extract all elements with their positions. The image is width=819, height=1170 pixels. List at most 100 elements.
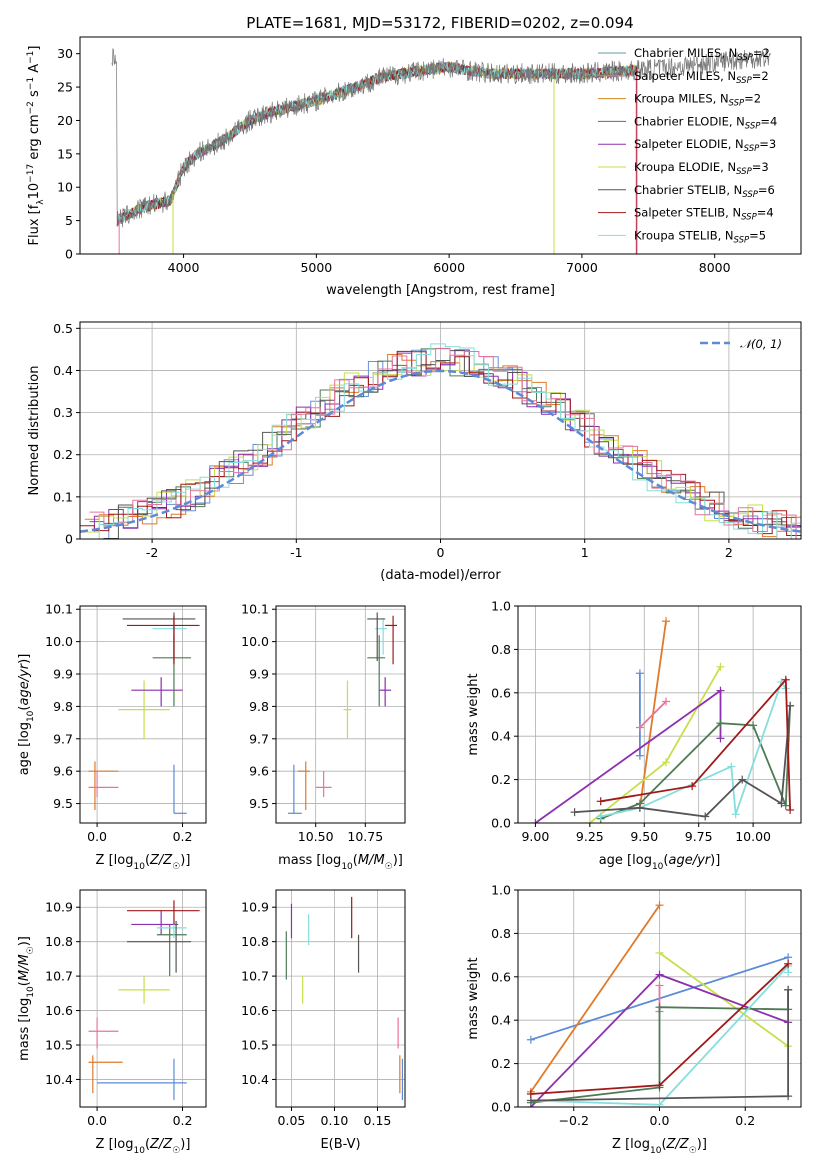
age-weight-xtick-label: 10.00: [735, 829, 771, 844]
age-weight-xlabel-part: 10: [652, 862, 664, 872]
model-spectrum-line: [116, 63, 638, 227]
observed-spectrum-line: [111, 47, 771, 228]
spectrum-ylabel-part: s: [27, 90, 42, 101]
weight-marker: [635, 723, 644, 732]
z-age-axes: 0.0 0.2 9.5 9.6 9.7 9.8 9.9 10.0 10.1: [45, 602, 206, 844]
z-age-ytick-label: 9.6: [53, 764, 73, 779]
weight-line: [600, 677, 791, 811]
weight-marker: [688, 782, 697, 791]
mass-age-ytick-label: 10.0: [241, 634, 269, 649]
legend-label-part: =2: [752, 69, 769, 83]
z-mass-ytick-label: 10.7: [45, 969, 73, 984]
residuals-xtick-label: 2: [725, 545, 733, 560]
legend-label-part: =4: [760, 114, 777, 128]
errorbar-point: [152, 618, 187, 655]
weight-line: [639, 700, 667, 729]
z-weight-ytick-label: 0.4: [491, 1013, 511, 1028]
weight-marker: [716, 686, 725, 695]
weight-line: [600, 705, 791, 820]
weight-line: [530, 904, 661, 1093]
weight-marker: [570, 808, 579, 817]
mass-age-xlabel-part: (: [353, 853, 358, 868]
spectrum-ylabel-part: ]: [27, 46, 42, 51]
weight-marker: [526, 1089, 535, 1098]
spectrum-axes: 4000 5000 6000 7000 8000 0 5 10 15 20 25 30: [57, 46, 731, 275]
age-weight-ytick-label: 0.0: [491, 816, 511, 831]
age-weight-xlabel-part: age [log: [599, 853, 652, 868]
legend-label-part: =6: [758, 183, 775, 197]
mass-age-frame: [275, 605, 406, 824]
z-mass-ylabel-part: 10: [26, 986, 36, 998]
residuals-ytick-label: 0.1: [53, 489, 73, 504]
z-mass-plot-area: [88, 900, 200, 1101]
weight-marker: [596, 812, 605, 821]
weight-marker: [635, 669, 644, 678]
spectrum-xtick-label: 6000: [433, 260, 465, 275]
errorbar-point: [152, 635, 192, 707]
z-age-xlabel: Z [log10(Z/Z☉)]: [96, 853, 191, 872]
z-weight-xlabel-part: 10: [650, 1146, 662, 1156]
weight-marker: [655, 901, 664, 910]
residual-histogram: [84, 343, 801, 539]
weight-marker: [777, 799, 786, 808]
legend-label-part: SSP: [736, 76, 752, 86]
age-weight-ytick-label: 0.8: [491, 642, 511, 657]
legend-label-part: Salpeter STELIB, N: [634, 206, 741, 220]
spectrum-ylabel-part: −17: [26, 164, 36, 183]
legend-label-part: SSP: [737, 53, 753, 63]
legend-label: Chabrier ELODIE, NSSP=4: [634, 114, 777, 131]
z-mass-ylabel-part: )]: [17, 936, 32, 946]
errorbar-point: [118, 976, 170, 1004]
weight-marker: [786, 805, 795, 814]
z-mass-ylabel-part: M/M: [17, 954, 32, 981]
errorbar-point: [131, 910, 179, 935]
mass-age-ytick-label: 9.9: [249, 667, 269, 682]
spectrum-ylabel-part: A: [27, 64, 42, 77]
weight-marker: [526, 1035, 535, 1044]
legend-label-part: SSP: [736, 167, 752, 177]
z-weight-ylabel: mass weight: [466, 957, 481, 1039]
mass-age-ytick-label: 9.6: [249, 764, 269, 779]
weight-marker: [635, 751, 644, 760]
weight-marker: [655, 1081, 664, 1090]
weight-marker: [701, 812, 710, 821]
model-spectrum-line: [116, 61, 638, 226]
mass-age-ytick-label: 9.5: [249, 796, 269, 811]
z-age-ylabel: age [log10(age/yr)]: [17, 654, 36, 776]
z-mass-ylabel: mass [log10(M/M☉)]: [17, 936, 36, 1061]
z-age-ytick-label: 9.8: [53, 699, 73, 714]
errorbar-point: [287, 764, 302, 814]
age-weight-frame: [517, 605, 802, 824]
model-spectrum-line: [116, 61, 638, 227]
spectrum-ylabel-part: Flux [f: [27, 204, 42, 245]
weight-marker: [784, 968, 793, 977]
residual-histogram: [89, 348, 801, 539]
z-age-ytick-label: 9.7: [53, 731, 73, 746]
legend-label-part: Kroupa MILES, N: [634, 92, 729, 106]
weight-marker: [716, 719, 725, 728]
weight-line: [658, 952, 789, 1047]
ebv-mass-frame: [275, 889, 406, 1108]
mass-age-ytick-label: 9.7: [249, 731, 269, 746]
weight-marker: [731, 810, 740, 819]
z-weight-ytick-label: 0.6: [491, 969, 511, 984]
mass-age-ytick-label: 10.1: [241, 602, 269, 617]
z-weight-xlabel-part: ☉: [689, 1146, 697, 1156]
z-mass-ylabel-part: (: [17, 981, 32, 986]
residuals-frame: [79, 321, 802, 540]
legend-label-part: =5: [749, 228, 766, 242]
z-mass-xlabel-part: Z/Z: [149, 1137, 173, 1152]
errorbar-point: [385, 615, 398, 665]
z-weight-xtick-label: 0.0: [650, 1113, 670, 1128]
z-age-xlabel-part: Z [log: [96, 853, 134, 868]
z-mass-ylabel-part: ☉: [26, 946, 36, 954]
z-age-ytick-label: 10.0: [45, 634, 73, 649]
z-mass-xlabel: Z [log10(Z/Z☉)]: [96, 1137, 191, 1156]
z-mass-xlabel-part: )]: [180, 1137, 190, 1152]
spectrum-ytick-label: 0: [65, 247, 73, 262]
age-weight-ytick-label: 0.2: [491, 772, 511, 787]
spectrum-xtick-label: 8000: [699, 260, 731, 275]
errorbar-point: [118, 680, 170, 739]
z-age-ylabel-part: (: [17, 706, 32, 711]
weight-marker: [716, 734, 725, 743]
